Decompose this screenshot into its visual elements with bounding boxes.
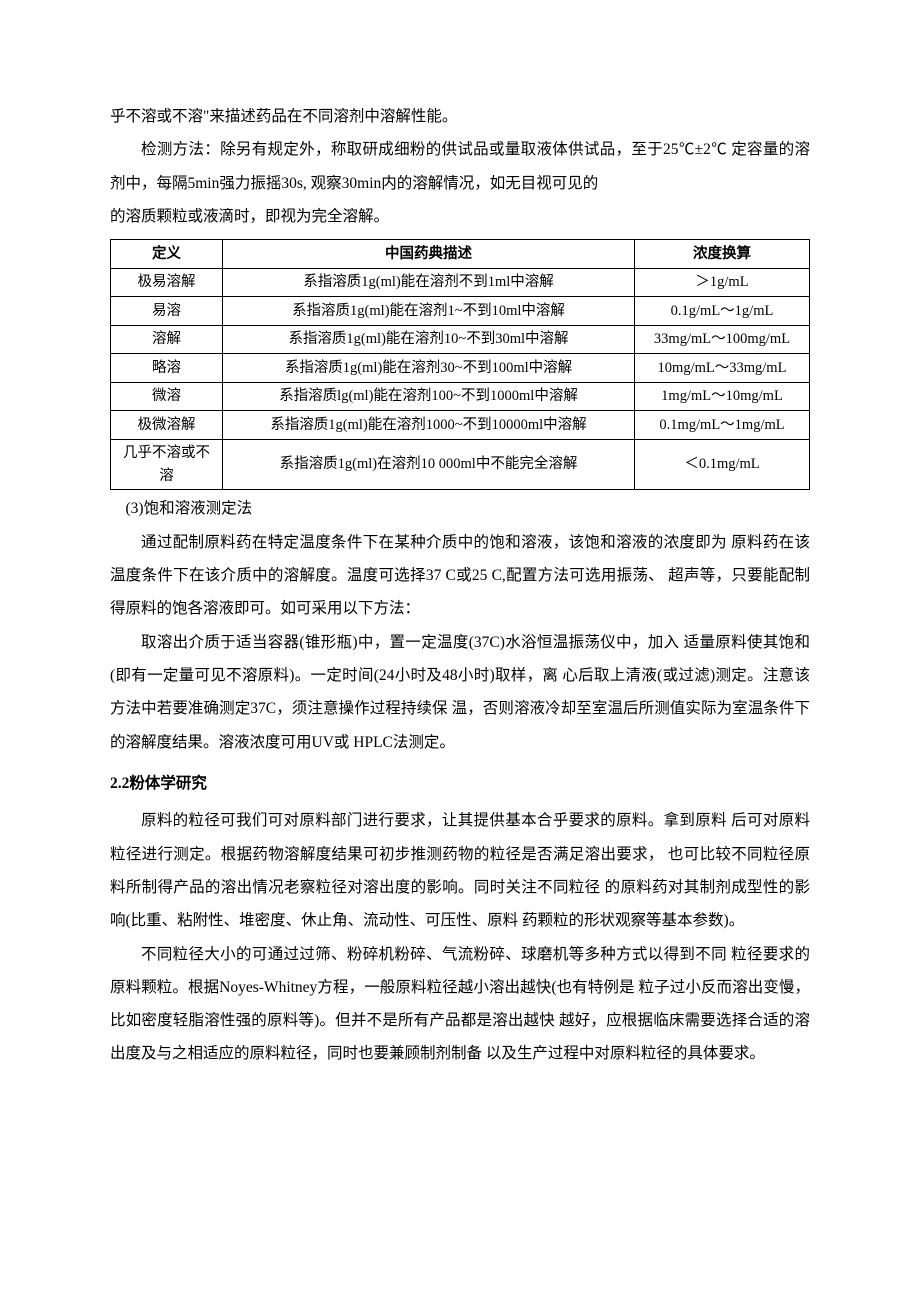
section-2-2-title: 2.2粉体学研究 <box>110 767 810 800</box>
cell-definition: 微溶 <box>111 382 223 410</box>
cell-definition: 易溶 <box>111 297 223 325</box>
cell-conversion: ＜0.1mg/mL <box>635 439 810 490</box>
cell-description: 系指溶质1g(ml)在溶剂10 000ml中不能完全溶解 <box>223 439 635 490</box>
table-row: 微溶 系指溶质lg(ml)能在溶剂100~不到1000ml中溶解 1mg/mL～… <box>111 382 810 410</box>
table-row: 极微溶解 系指溶质1g(ml)能在溶剂1000~不到10000ml中溶解 0.1… <box>111 411 810 439</box>
solubility-table: 定义 中国药典描述 浓度换算 极易溶解 系指溶质1g(ml)能在溶剂不到1ml中… <box>110 239 810 490</box>
section-2-2-paragraph-1: 原料的粒径可我们可对原料部门进行要求，让其提供基本合乎要求的原料。拿到原料 后可… <box>110 804 810 937</box>
cell-conversion: 10mg/mL～33mg/mL <box>635 354 810 382</box>
cell-definition: 极微溶解 <box>111 411 223 439</box>
intro-paragraph-1: 乎不溶或不溶"来描述药品在不同溶剂中溶解性能。 <box>110 100 810 133</box>
cell-conversion: 33mg/mL～100mg/mL <box>635 325 810 353</box>
cell-conversion: 0.1g/mL～1g/mL <box>635 297 810 325</box>
intro-paragraph-2: 检测方法：除另有规定外，称取研成细粉的供试品或量取液体供试品，至于25℃±2℃ … <box>110 133 810 200</box>
cell-description: 系指溶质lg(ml)能在溶剂100~不到1000ml中溶解 <box>223 382 635 410</box>
cell-definition: 略溶 <box>111 354 223 382</box>
table-header-row: 定义 中国药典描述 浓度换算 <box>111 240 810 268</box>
table-row: 易溶 系指溶质1g(ml)能在溶剂1~不到10ml中溶解 0.1g/mL～1g/… <box>111 297 810 325</box>
subsection-3-paragraph-1: 通过配制原料药在特定温度条件下在某种介质中的饱和溶液，该饱和溶液的浓度即为 原料… <box>110 526 810 626</box>
header-conversion: 浓度换算 <box>635 240 810 268</box>
cell-description: 系指溶质1g(ml)能在溶剂1~不到10ml中溶解 <box>223 297 635 325</box>
table-row: 溶解 系指溶质1g(ml)能在溶剂10~不到30ml中溶解 33mg/mL～10… <box>111 325 810 353</box>
cell-description: 系指溶质1g(ml)能在溶剂不到1ml中溶解 <box>223 268 635 296</box>
header-definition: 定义 <box>111 240 223 268</box>
cell-definition: 溶解 <box>111 325 223 353</box>
cell-definition: 几乎不溶或不溶 <box>111 439 223 490</box>
subsection-3-title: (3)饱和溶液测定法 <box>110 492 810 525</box>
cell-description: 系指溶质1g(ml)能在溶剂1000~不到10000ml中溶解 <box>223 411 635 439</box>
cell-conversion: 1mg/mL～10mg/mL <box>635 382 810 410</box>
table-row: 略溶 系指溶质1g(ml)能在溶剂30~不到100ml中溶解 10mg/mL～3… <box>111 354 810 382</box>
section-2-2-paragraph-2: 不同粒径大小的可通过过筛、粉碎机粉碎、气流粉碎、球磨机等多种方式以得到不同 粒径… <box>110 938 810 1071</box>
cell-description: 系指溶质1g(ml)能在溶剂30~不到100ml中溶解 <box>223 354 635 382</box>
cell-definition: 极易溶解 <box>111 268 223 296</box>
cell-description: 系指溶质1g(ml)能在溶剂10~不到30ml中溶解 <box>223 325 635 353</box>
cell-conversion: ＞1g/mL <box>635 268 810 296</box>
cell-conversion: 0.1mg/mL～1mg/mL <box>635 411 810 439</box>
table-row: 几乎不溶或不溶 系指溶质1g(ml)在溶剂10 000ml中不能完全溶解 ＜0.… <box>111 439 810 490</box>
header-description: 中国药典描述 <box>223 240 635 268</box>
subsection-3-paragraph-2: 取溶出介质于适当容器(锥形瓶)中，置一定温度(37C)水浴恒温振荡仪中，加入 适… <box>110 626 810 759</box>
intro-paragraph-3: 的溶质颗粒或液滴时，即视为完全溶解。 <box>110 200 810 233</box>
table-row: 极易溶解 系指溶质1g(ml)能在溶剂不到1ml中溶解 ＞1g/mL <box>111 268 810 296</box>
